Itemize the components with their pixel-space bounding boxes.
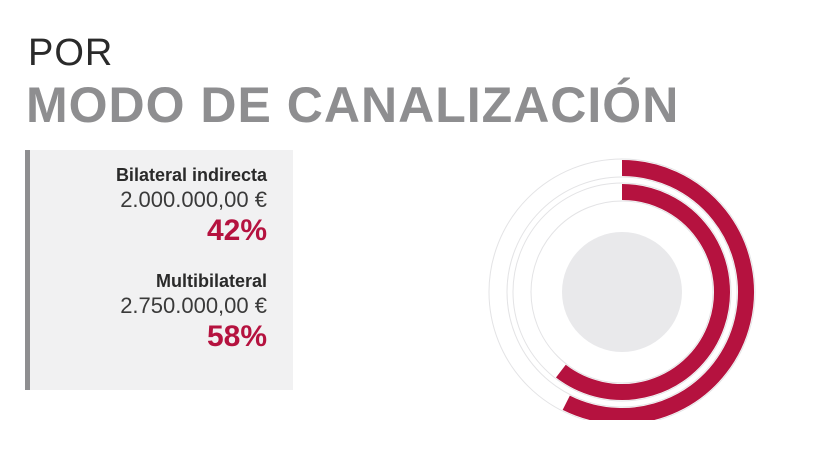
legend-item-multibilateral: Multibilateral 2.750.000,00 € 58% bbox=[120, 270, 267, 354]
legend-item-bilateral-indirecta: Bilateral indirecta 2.000.000,00 € 42% bbox=[116, 164, 267, 248]
ring-track-1 bbox=[512, 182, 732, 402]
ring-track-inner-0 bbox=[506, 176, 738, 408]
ring-track-inner-1 bbox=[530, 200, 714, 384]
title-top: POR bbox=[28, 32, 114, 74]
radial-bar-bilateral-indirecta bbox=[555, 184, 730, 400]
legend-item-percent: 58% bbox=[206, 320, 267, 353]
ring-track-0 bbox=[488, 158, 756, 420]
legend-item-amount: 2.000.000,00 € bbox=[120, 187, 267, 212]
legend-item-name: Multibilateral bbox=[155, 271, 267, 291]
center-disc bbox=[562, 232, 682, 352]
legend-item-name: Bilateral indirecta bbox=[115, 165, 267, 185]
radial-bar-multibilateral bbox=[562, 160, 754, 420]
radial-bar-chart bbox=[488, 158, 756, 420]
legend-item-percent: 42% bbox=[206, 214, 267, 247]
legend-box: Bilateral indirecta 2.000.000,00 € 42% M… bbox=[25, 150, 293, 390]
legend-item-amount: 2.750.000,00 € bbox=[120, 293, 267, 318]
page-title: MODO DE CANALIZACIÓN bbox=[26, 77, 680, 133]
